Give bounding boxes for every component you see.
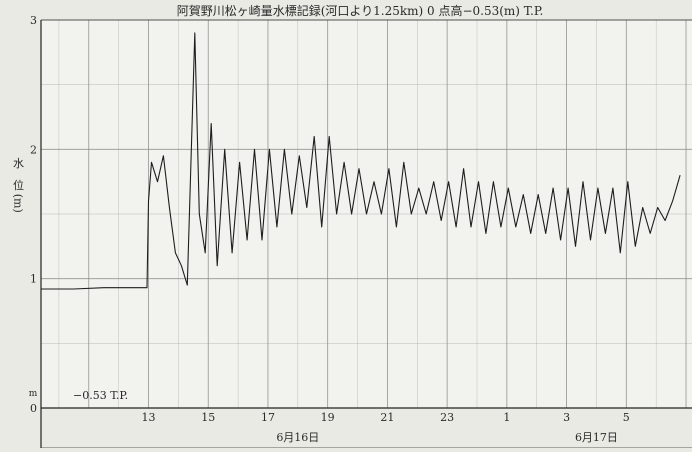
y-unit-label: m [29,389,38,399]
y-tick-label: 3 [30,14,37,27]
y-tick-label: 2 [30,143,37,156]
x-tick-label: 15 [201,411,215,424]
grid-lines [41,19,692,409]
x-tick-label: 1 [503,411,510,424]
series-group [41,32,681,290]
x-tick-labels: 13 15 17 19 21 23 1 3 5 [142,411,630,424]
date-label: 6月16日 [276,431,319,444]
x-tick-label: 19 [321,411,335,424]
series-line [41,32,681,290]
date-label: 6月17日 [575,431,618,444]
y-axis-label: 水 位 (m) [12,157,25,213]
x-tick-label: 13 [142,411,156,424]
y-tick-labels: 0 1 2 3 [30,14,37,415]
y-tick-label: 0 [30,402,37,415]
x-tick-label: 23 [440,411,454,424]
x-tick-label: 17 [261,411,275,424]
y-tick-label: 1 [30,273,37,286]
chart-title: 阿賀野川松ヶ崎量水標記録(河口より1.25km) 0 点高−0.53(m) T.… [177,3,544,18]
x-tick-label: 21 [380,411,394,424]
datum-annotation: −0.53 T.P. [73,389,128,402]
x-tick-label: 3 [563,411,570,424]
date-labels: 6月16日 6月17日 [276,431,618,444]
x-tick-label: 5 [623,411,630,424]
